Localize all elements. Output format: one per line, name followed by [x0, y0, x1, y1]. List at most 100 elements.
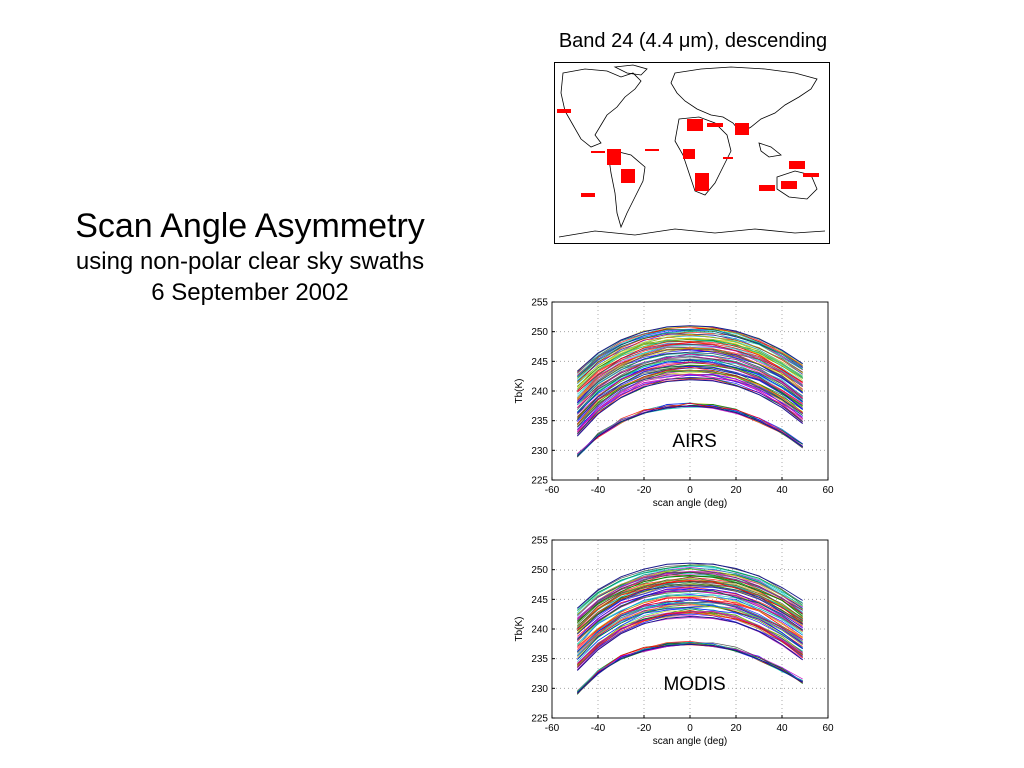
series-line: [576, 643, 803, 694]
trace-line: [577, 576, 803, 627]
y-tick-label: 250: [531, 327, 548, 338]
world-map-svg: [557, 64, 826, 238]
swath: [759, 185, 775, 191]
swath: [723, 157, 733, 159]
trace-line: [577, 589, 803, 642]
trace-line: [577, 335, 803, 385]
trace-line: [577, 336, 803, 388]
swath: [557, 109, 571, 113]
trace-line: [577, 369, 803, 426]
trace-line: [577, 590, 803, 641]
x-tick-label: 60: [822, 723, 834, 734]
y-tick-label: 230: [531, 684, 548, 695]
swath: [581, 193, 595, 197]
swath: [591, 151, 605, 153]
x-tick-label: 20: [730, 723, 742, 734]
x-tick-label: -60: [545, 485, 560, 496]
x-tick-label: -20: [637, 723, 652, 734]
trace-line: [577, 355, 803, 406]
trace-line: [577, 603, 803, 659]
trace-line: [577, 344, 803, 393]
series-line: [576, 325, 803, 372]
trace-line: [577, 566, 803, 617]
trace-line: [577, 599, 803, 653]
swath: [707, 123, 723, 127]
x-tick-label: -20: [637, 485, 652, 496]
x-tick-label: -40: [591, 485, 606, 496]
trace-line: [577, 601, 803, 653]
trace-line: [577, 358, 803, 413]
trace-line: [577, 330, 803, 381]
swath: [607, 149, 621, 165]
y-tick-label: 245: [531, 595, 548, 606]
trace-line: [577, 595, 803, 646]
greenland-outline: [613, 64, 648, 76]
modis-plot: -60 -40 -20 0 20 40 60 225 230 235 240 245 250 255 sca…: [514, 536, 834, 748]
y-tick-label: 235: [531, 654, 548, 665]
indonesia-outline: [758, 142, 782, 158]
trace-line: [577, 579, 803, 626]
x-tick-label: -60: [545, 723, 560, 734]
trace-line: [577, 361, 803, 415]
trace-line: [577, 359, 803, 414]
antarctica-outline: [558, 228, 826, 238]
trace-line: [577, 366, 803, 421]
trace-line: [577, 376, 803, 435]
swath: [781, 181, 797, 189]
airs-plot: -60 -40 -20 0 20 40 60 225 230 235 240 245 250 255 sca…: [514, 298, 834, 510]
clear-sky-swaths: [557, 109, 819, 197]
trace-line: [577, 585, 803, 635]
trace-line: [577, 347, 803, 399]
trace-line: [577, 586, 803, 637]
world-map: [554, 62, 830, 244]
trace-line: [577, 347, 803, 400]
trace-line: [577, 330, 803, 379]
trace-line: [577, 342, 803, 393]
y-tick-label: 240: [531, 387, 548, 398]
series-line: [576, 562, 803, 609]
trace-line: [577, 329, 803, 377]
trace-line: [577, 594, 803, 645]
y-tick-label: 225: [531, 714, 548, 725]
eurasia-outline: [670, 66, 818, 134]
slide-title-block: Scan Angle Asymmetry using non-polar cle…: [20, 206, 480, 308]
series-line: [576, 405, 803, 457]
swath: [687, 119, 703, 131]
trace-line: [577, 349, 803, 401]
trace-line: [577, 339, 803, 387]
trace-bundle: [577, 325, 803, 458]
trace-line: [577, 360, 803, 415]
swath: [645, 149, 659, 151]
y-axis-label: Tb(K): [514, 617, 525, 642]
trace-line: [577, 373, 803, 433]
swath: [695, 173, 709, 191]
y-tick-label: 255: [531, 298, 548, 309]
swath: [735, 123, 749, 135]
map-title: Band 24 (4.4 μm), descending: [558, 30, 828, 52]
slide-date: 6 September 2002: [151, 279, 349, 306]
y-tick-label: 240: [531, 625, 548, 636]
trace-line: [577, 370, 803, 428]
trace-line: [577, 364, 803, 419]
trace-line: [577, 367, 803, 423]
y-tick-label: 235: [531, 416, 548, 427]
slide-subtitle: using non-polar clear sky swaths: [75, 248, 425, 275]
trace-line: [577, 612, 803, 668]
x-tick-label: 40: [776, 723, 788, 734]
trace-bundle: [577, 563, 803, 695]
x-tick-label: 40: [776, 485, 788, 496]
trace-line: [577, 607, 803, 660]
series-line: [576, 615, 803, 671]
trace-line: [577, 596, 803, 650]
trace-line: [577, 340, 803, 391]
y-tick-label: 225: [531, 476, 548, 487]
swath: [789, 161, 805, 169]
trace-line: [577, 568, 803, 616]
trace-line: [577, 613, 803, 669]
instrument-label: AIRS: [672, 431, 716, 452]
x-tick-label: 20: [730, 485, 742, 496]
x-axis-label: scan angle (deg): [653, 736, 728, 747]
trace-line: [577, 340, 803, 389]
y-axis-label: Tb(K): [514, 379, 525, 404]
y-tick-label: 230: [531, 446, 548, 457]
